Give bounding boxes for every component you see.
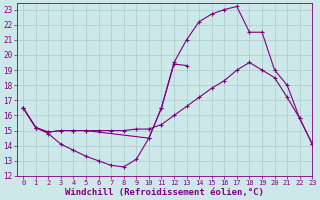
X-axis label: Windchill (Refroidissement éolien,°C): Windchill (Refroidissement éolien,°C) <box>65 188 264 197</box>
